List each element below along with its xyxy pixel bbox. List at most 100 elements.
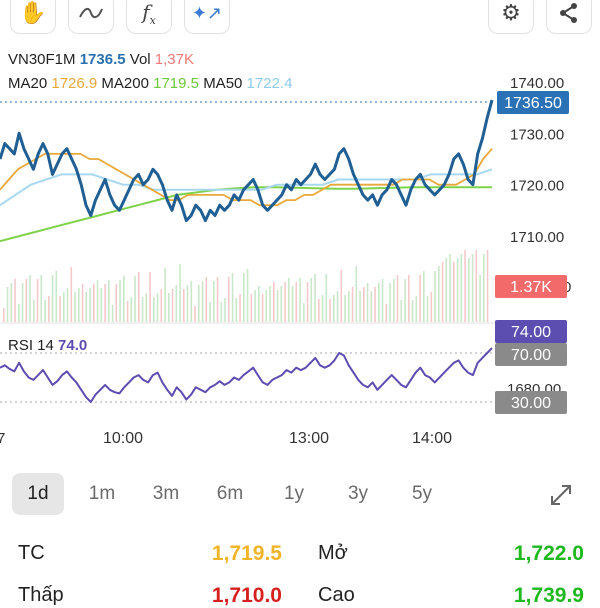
volume-bar [246, 269, 249, 322]
volume-bar [104, 284, 106, 322]
period-tab-1d[interactable]: 1d [12, 473, 64, 515]
volume-bar [70, 267, 73, 322]
volume-bar [51, 275, 54, 322]
volume-bar [456, 258, 459, 322]
volume-bar [85, 292, 88, 322]
volume-bar [29, 275, 31, 322]
volume-bar [96, 280, 99, 322]
volume-bar [261, 294, 264, 322]
period-tab-3m[interactable]: 3m [152, 483, 180, 504]
price-chart[interactable]: 1740.00 1730.00 1720.00 1710.00 10:00 13:00 1… [0, 0, 600, 460]
volume-bar [21, 283, 24, 322]
volume-bar [250, 294, 253, 322]
volume-bar [213, 281, 215, 322]
price-line [0, 99, 494, 223]
volume-bar [430, 292, 433, 322]
volume-bar [33, 300, 35, 322]
volume-bar [318, 299, 320, 322]
volume-bar [389, 283, 391, 322]
share-icon [560, 3, 577, 23]
high-label: Cao [318, 584, 355, 606]
volume-bar [175, 285, 178, 322]
volume-bar [486, 250, 489, 322]
share-button[interactable] [546, 0, 592, 34]
volume-bar [190, 281, 193, 322]
volume-bar [355, 266, 358, 322]
indicator-button[interactable]: fx [126, 0, 172, 34]
volume-bar [228, 277, 230, 322]
volume-bar [348, 291, 350, 322]
volume-bar [408, 275, 410, 322]
volume-bar [66, 288, 69, 322]
hand-tool-button[interactable]: ✋ [10, 0, 56, 34]
volume-bar [336, 291, 339, 322]
period-tab-1m[interactable]: 1m [88, 483, 116, 504]
y-tick-1690-partial: 0 [563, 279, 571, 296]
volume-bar [126, 301, 129, 322]
volume-bar [306, 282, 309, 322]
ma20-label: MA20 [8, 75, 48, 92]
low-value: 1,710.0 [211, 584, 282, 607]
period-tab-5y[interactable]: 5y [411, 483, 433, 504]
volume-bar [419, 275, 421, 322]
ma200-label: MA200 [101, 75, 149, 92]
volume-bar [48, 296, 50, 322]
rsi-30-badge: 30.00 [495, 391, 567, 414]
expand-icon [551, 485, 571, 505]
settings-button[interactable]: ⚙ [488, 0, 534, 34]
x-tick-label: 10:00 [103, 430, 143, 447]
volume-bar [483, 254, 485, 322]
volume-bar [63, 292, 65, 322]
volume-bar [464, 250, 466, 322]
volume-bar [231, 273, 234, 322]
volume-bar [295, 282, 298, 322]
volume-bar [108, 280, 110, 322]
volume-bar [36, 279, 39, 322]
volume-bar [18, 304, 20, 322]
volume-bar [220, 302, 223, 322]
svg-text:74.00: 74.00 [511, 324, 551, 341]
volume-bar [280, 286, 283, 322]
volume-bar [284, 282, 286, 322]
volume-bar [404, 279, 406, 322]
period-tab-3y[interactable]: 3y [347, 483, 369, 504]
volume-bar [134, 276, 136, 322]
volume-bar [78, 288, 80, 322]
volume-bar [93, 284, 95, 322]
open-value: 1,722.0 [513, 542, 584, 565]
volume-bar [415, 296, 418, 322]
volume-bar [115, 284, 118, 322]
volume-bar [198, 285, 200, 322]
volume-bar [340, 270, 343, 322]
volume-bar [471, 254, 474, 322]
volume-bar [269, 286, 271, 322]
price-label: 1736.5 [79, 51, 126, 68]
magic-icon: ✦↗ [191, 2, 223, 23]
line-tool-button[interactable] [68, 0, 114, 34]
volume-bar [81, 284, 84, 322]
volume-bar [393, 279, 395, 322]
svg-text:1736.50: 1736.50 [504, 95, 562, 112]
volume-bar [449, 254, 451, 322]
volume-bar [6, 287, 9, 322]
volume-bar [378, 283, 380, 322]
volume-bar [453, 262, 455, 322]
volume-bar [14, 279, 16, 322]
volume-bar [460, 254, 463, 322]
x-tick-label: 14:00 [412, 430, 452, 447]
volume-bar [40, 275, 43, 322]
expand-button[interactable] [548, 482, 576, 508]
volume-bar [258, 286, 260, 322]
low-label: Thấp [18, 584, 64, 606]
volume-bar [168, 293, 170, 322]
magic-button[interactable]: ✦↗ [184, 0, 230, 34]
volume-bar [434, 271, 436, 322]
volume-bar [89, 288, 91, 322]
volume-bar [325, 274, 328, 322]
period-tab-1y[interactable]: 1y [283, 483, 305, 504]
volume-bar [205, 277, 208, 322]
volume-bar [254, 290, 256, 322]
volume-bar [438, 266, 440, 322]
volume-bar [479, 275, 481, 322]
period-tab-6m[interactable]: 6m [216, 483, 244, 504]
